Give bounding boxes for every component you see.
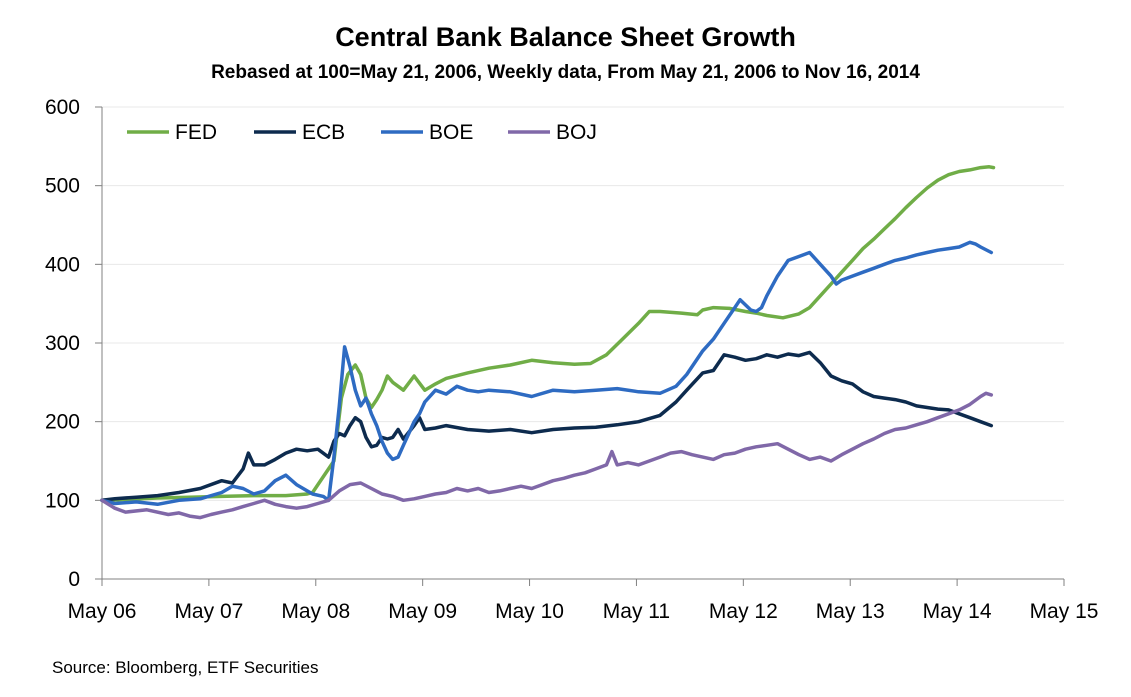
- chart-title: Central Bank Balance Sheet Growth: [335, 22, 796, 52]
- legend-label-ecb: ECB: [302, 121, 345, 144]
- x-tick-label: May 15: [1030, 600, 1099, 623]
- legend-label-boe: BOE: [429, 121, 473, 144]
- x-tick-label: May 10: [495, 600, 564, 623]
- legend-label-fed: FED: [175, 121, 217, 144]
- x-tick-label: May 06: [68, 600, 137, 623]
- y-tick-label: 300: [45, 332, 80, 355]
- series-line-boj: [100, 391, 994, 520]
- x-tick-label: May 11: [603, 600, 670, 623]
- x-tick-label: May 08: [281, 600, 350, 623]
- chart-subtitle: Rebased at 100=May 21, 2006, Weekly data…: [211, 62, 920, 83]
- y-tick-label: 600: [45, 96, 80, 119]
- y-tick-label: 400: [45, 253, 80, 276]
- legend: FED ECB BOE BOJ: [127, 121, 597, 144]
- x-tick-label: May 09: [388, 600, 457, 623]
- x-tick-label: May 12: [709, 600, 778, 623]
- line-chart: 0 100 200 300 400 500 600 May 06 May 07 May 08 May…: [45, 96, 1098, 623]
- series-line-boe: [100, 240, 994, 507]
- x-tick-label: May 14: [923, 600, 992, 623]
- series-line-ecb: [100, 350, 994, 503]
- y-tick-label: 200: [45, 411, 80, 434]
- y-tick-label: 500: [45, 175, 80, 198]
- axes: 0 100 200 300 400 500 600 May 06 May 07 May 08 May…: [45, 96, 1098, 623]
- x-tick-label: May 07: [174, 600, 243, 623]
- series-lines: [100, 165, 996, 520]
- y-tick-label: 0: [68, 568, 80, 591]
- x-tick-label: May 13: [816, 600, 885, 623]
- grid-lines: [102, 106, 1064, 501]
- series-line-fed: [100, 165, 996, 503]
- y-tick-label: 100: [45, 489, 80, 512]
- source-note: Source: Bloomberg, ETF Securities: [52, 658, 319, 677]
- legend-label-boj: BOJ: [556, 121, 597, 144]
